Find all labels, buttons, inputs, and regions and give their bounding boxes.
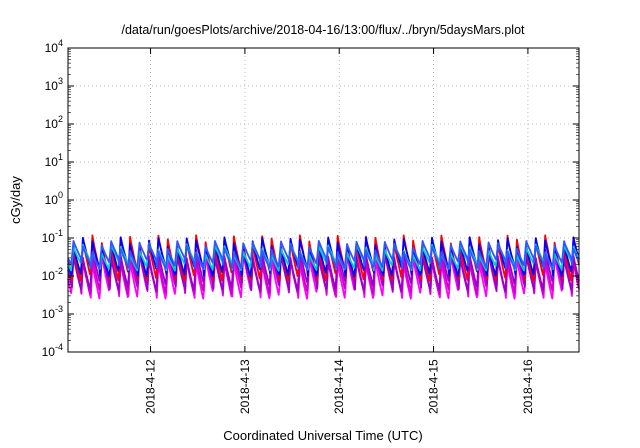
y-tick-label: 103 xyxy=(45,76,63,93)
y-tick-label: 101 xyxy=(45,152,63,169)
y-axis: 10-4 10-3 10-2 10-1 100 101 102 103 104 xyxy=(42,38,579,359)
series-line xyxy=(67,240,580,270)
x-axis-label: Coordinated Universal Time (UTC) xyxy=(223,428,422,443)
grid xyxy=(68,48,579,352)
series-line xyxy=(67,246,580,292)
y-tick-label: 102 xyxy=(45,114,63,131)
series-line xyxy=(67,236,580,278)
y-tick-label: 10-4 xyxy=(42,342,63,359)
y-tick-label: 10-3 xyxy=(42,304,63,321)
y-tick-label: 104 xyxy=(45,38,63,55)
x-axis: 2018-4-12 2018-4-13 2018-4-14 2018-4-15 2018… xyxy=(144,48,535,414)
x-tick-label: 2018-4-14 xyxy=(332,359,346,414)
series-group xyxy=(67,234,580,300)
x-tick-label: 2018-4-15 xyxy=(427,359,441,414)
y-tick-label: 100 xyxy=(45,190,63,207)
x-tick-label: 2018-4-12 xyxy=(144,359,158,414)
chart-title: /data/run/goesPlots/archive/2018-04-16/1… xyxy=(121,23,525,37)
y-tick-label: 10-1 xyxy=(42,228,63,245)
x-tick-label: 2018-4-13 xyxy=(238,359,252,414)
y-axis-label: cGy/day xyxy=(8,176,23,224)
x-tick-label: 2018-4-16 xyxy=(521,359,535,414)
y-tick-label: 10-2 xyxy=(42,266,63,283)
